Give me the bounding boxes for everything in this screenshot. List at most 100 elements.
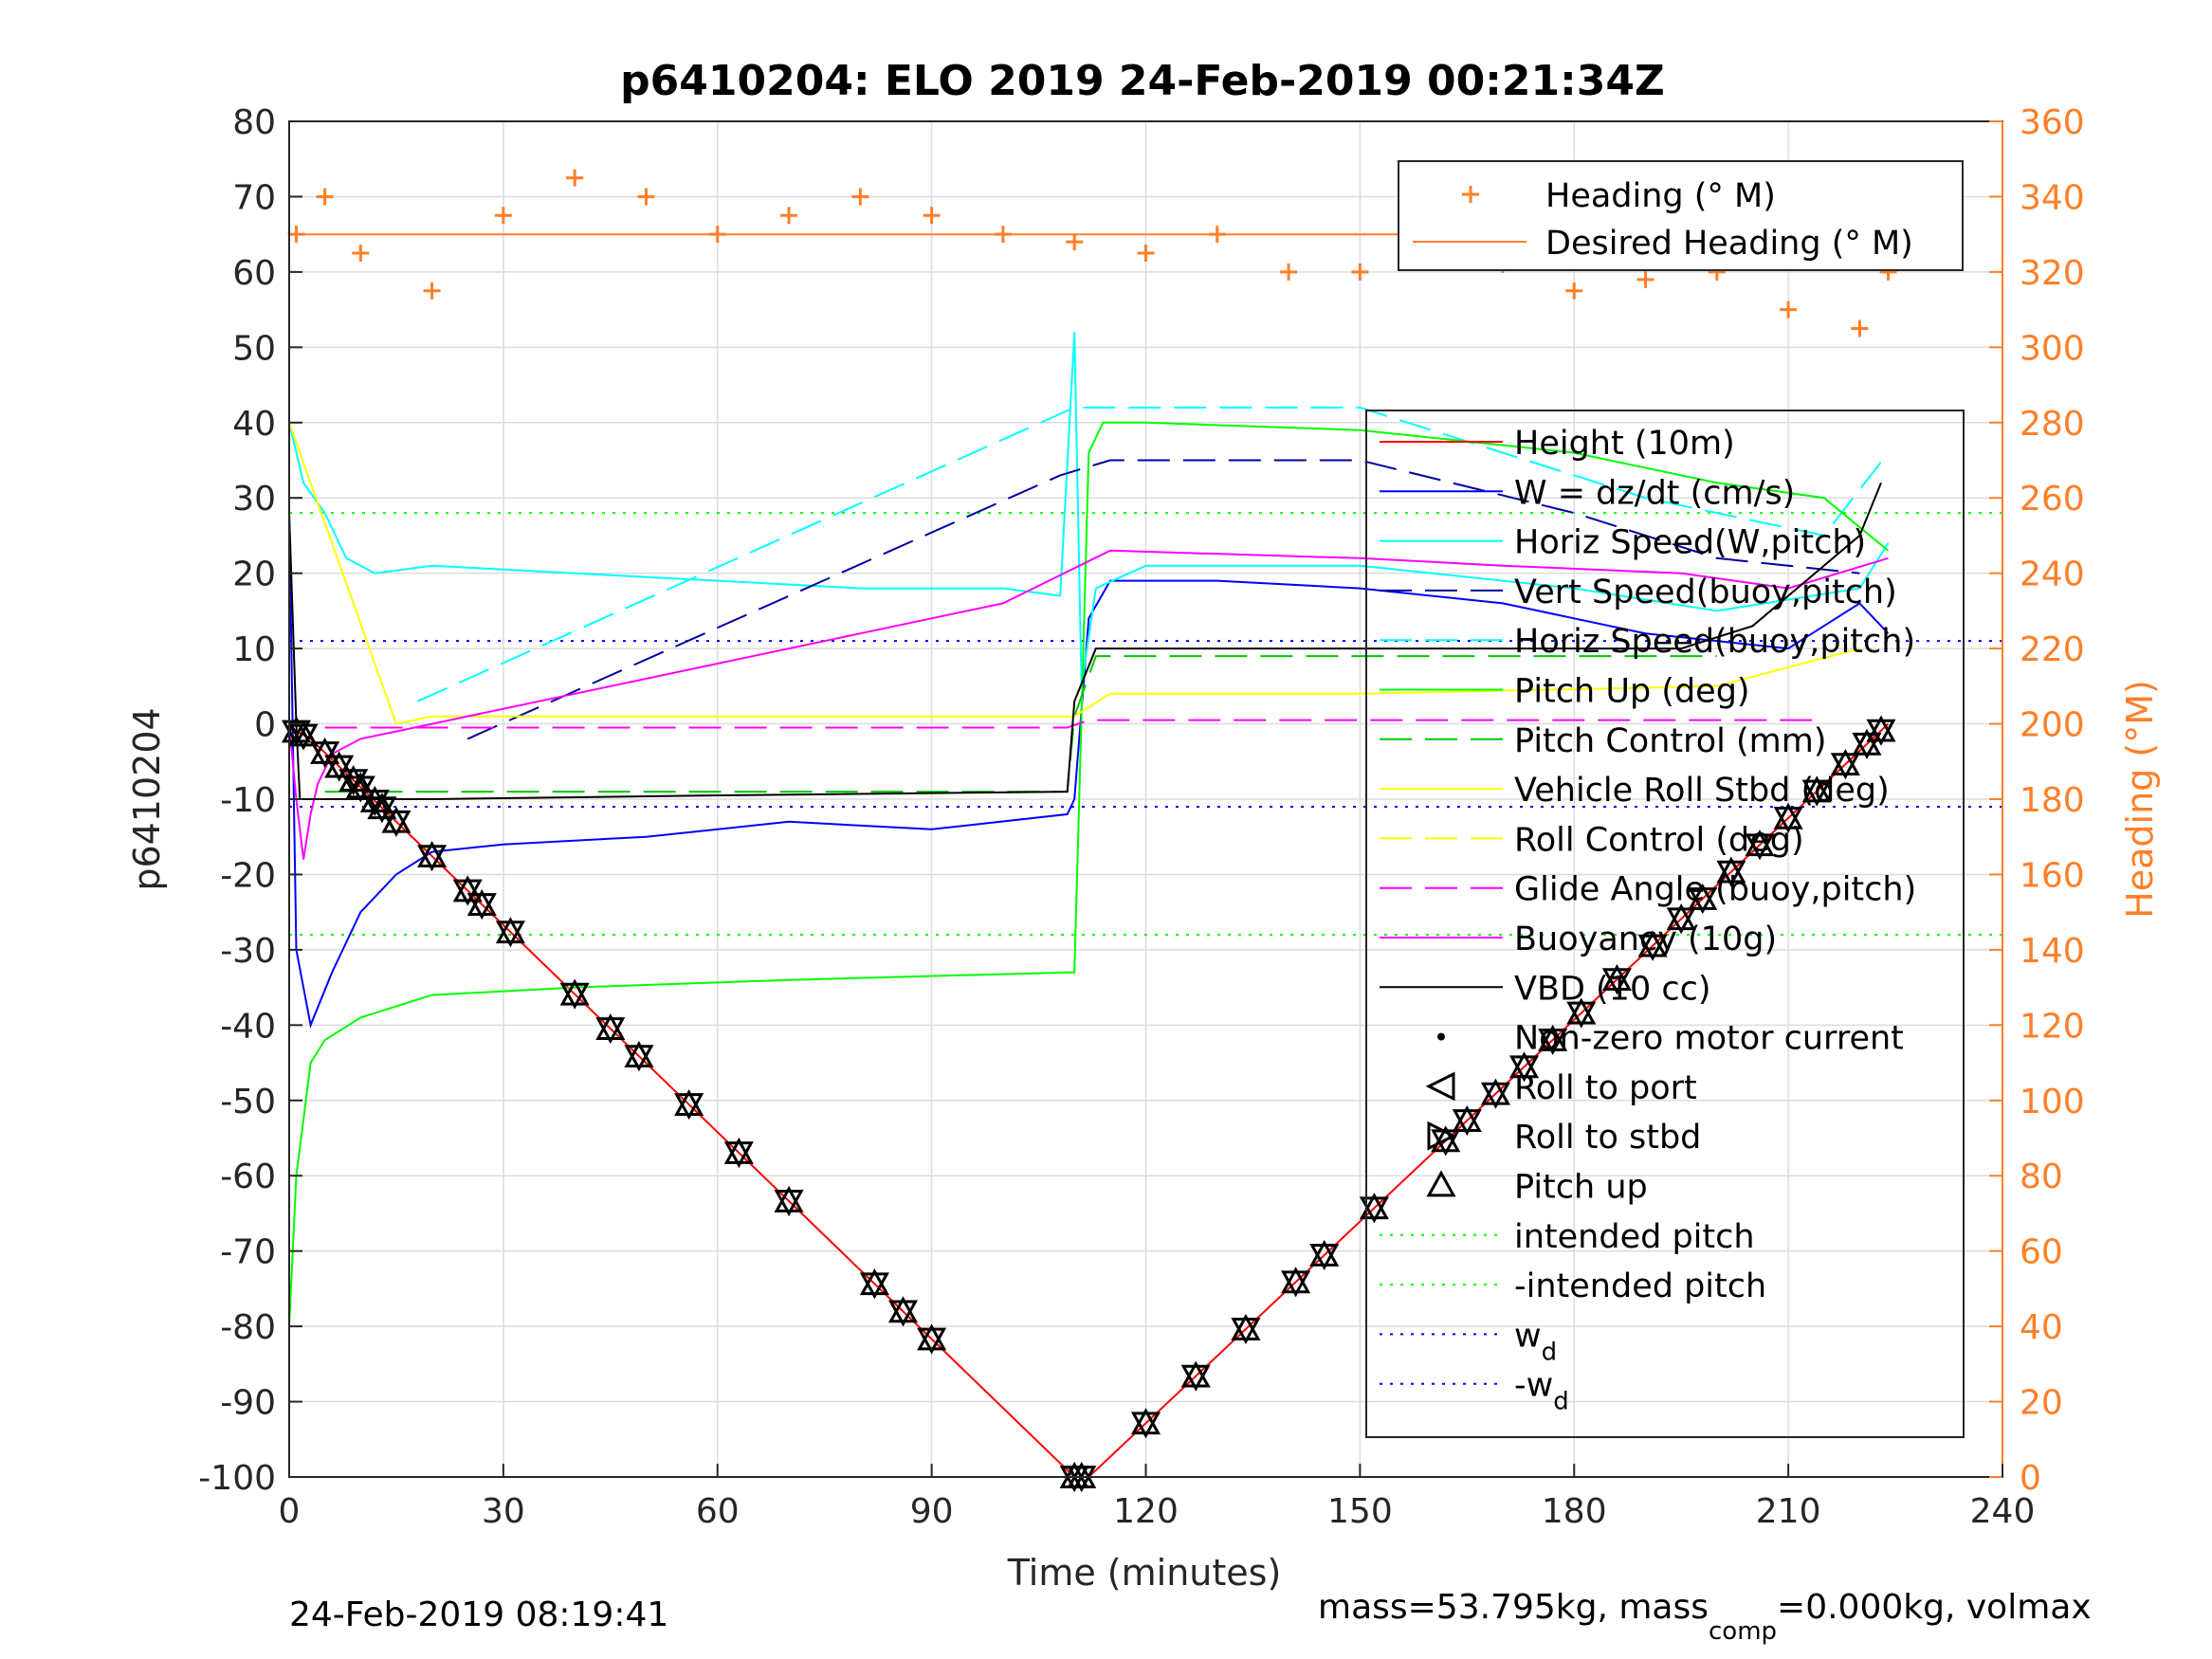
x-tick-label: 120 [1113,1492,1179,1531]
roll-marker [1067,1466,1097,1493]
legend-heading: Heading (° M) Desired Heading (° M) [1398,160,1964,271]
roll-marker [917,1327,947,1355]
roll-marker [1716,860,1746,887]
y2-tick-label: 0 [2020,1459,2041,1498]
legend-heading-label: Heading (° M) [1545,177,1776,215]
roll-marker [1130,1412,1161,1439]
legend-label: Height (10m) [1514,425,1735,463]
roll-marker [1452,1109,1482,1137]
legend-label: Roll Control (deg) [1514,821,1804,859]
heading-point [923,207,941,225]
roll-marker [345,775,375,803]
roll-marker [859,1272,889,1300]
y2-tick-label: 300 [2020,329,2085,368]
legend-label: Pitch up [1514,1169,1648,1207]
y-tick-label: -20 [220,856,276,895]
roll-marker [359,790,390,817]
legend-label: Vehicle Roll Stbd (deg) [1514,772,1890,810]
legend-label: Roll to port [1514,1069,1697,1107]
y-tick-label: 80 [232,103,276,142]
roll-marker [1745,833,1775,861]
y2-tick-label: 120 [2020,1007,2085,1046]
y2-axis-label: Heading (°M) [2119,680,2161,919]
legend-label: Horiz Speed(buoy,pitch) [1514,623,1915,661]
legend-heading-symbol [1462,186,1479,203]
roll-marker [1509,1055,1540,1083]
y-tick-label: 20 [232,556,276,594]
legend-symbol [1425,1071,1455,1102]
roll-marker [624,1045,654,1072]
y-tick-label: -40 [220,1007,276,1046]
y2-tick-label: 320 [2020,254,2085,293]
x-tick-label: 90 [910,1492,954,1531]
roll-marker [324,755,355,782]
legend-label: Glide Angle (buoy,pitch) [1514,871,1916,909]
roll-marker [723,1141,754,1169]
roll-marker [381,810,411,837]
y2-tick-label: 360 [2020,103,2085,142]
y-axis: 80 70 60 50 40 30 20 10 0 -10 -20 -30 -40 -50 -60 -70 -8… [198,103,302,1498]
roll-marker [774,1190,804,1217]
footer-mass: mass=53.795kg, masscomp=0.000kg, volmax [1318,1588,2092,1646]
y-tick-label: -10 [220,781,276,820]
legend-label: Vert Speed(buoy,pitch) [1514,574,1897,611]
roll-marker [1866,719,1896,746]
y-tick-label: 40 [232,405,276,444]
legend-label: -intended pitch [1514,1267,1766,1305]
heading-point [1137,245,1155,263]
roll-marker [887,1300,919,1327]
y2-tick-label: 280 [2020,405,2085,444]
series-line [288,549,1889,860]
y-tick-label: 50 [232,329,276,368]
y2-tick-label: 220 [2020,630,2085,669]
roll-marker [1309,1244,1340,1271]
roll-marker [281,720,312,747]
y2-tick-label: 60 [2020,1233,2063,1272]
heading-point [494,207,512,225]
roll-marker [1538,1029,1568,1056]
roll-marker [452,879,483,906]
roll-marker [1852,732,1882,759]
y2-tick-label: 20 [2020,1384,2063,1423]
roll-marker [1601,968,1632,995]
roll-marker [1801,779,1832,807]
roll-marker [595,1017,626,1045]
legend-label: -wd [1514,1367,1569,1416]
legend-label: VBD (10 cc) [1514,970,1711,1008]
y-tick-label: -90 [220,1384,276,1423]
legend-label: Roll to stbd [1514,1119,1701,1157]
heading-point [1851,319,1869,337]
footer-date: 24-Feb-2019 08:19:41 [289,1595,668,1634]
heading-point [423,282,441,300]
x-tick-label: 60 [696,1492,740,1531]
roll-marker [1830,753,1860,780]
y-tick-label: -60 [220,1158,276,1196]
y2-tick-label: 80 [2020,1158,2063,1196]
legend-symbol [1427,1121,1457,1151]
heading-point [316,188,334,206]
roll-marker [1180,1364,1211,1392]
x-tick-label: 180 [1542,1492,1607,1531]
y-tick-label: -100 [198,1459,276,1498]
heading-point [780,207,798,225]
y-tick-label: -50 [220,1083,276,1121]
legend-label: intended pitch [1514,1218,1755,1256]
y2-tick-label: 100 [2020,1083,2085,1121]
x-tick-label: 150 [1327,1492,1393,1531]
y2-tick-label: 200 [2020,706,2085,745]
y2-tick-label: 140 [2020,932,2085,971]
heading-point [1351,263,1369,281]
x-axis: 0 30 60 90 120 150 180 210 240 [279,1464,2035,1531]
series-line [288,513,1890,1029]
series-line [288,482,1882,800]
y-tick-label: 10 [232,630,276,669]
series-line [417,406,1890,702]
y-tick-label: 0 [254,706,276,745]
roll-marker [1231,1318,1261,1345]
roll-marker [288,723,319,751]
legend-label: Non-zero motor current [1514,1020,1904,1058]
heading-point [851,188,869,206]
roll-marker [1688,887,1718,915]
roll-marker [417,845,448,872]
